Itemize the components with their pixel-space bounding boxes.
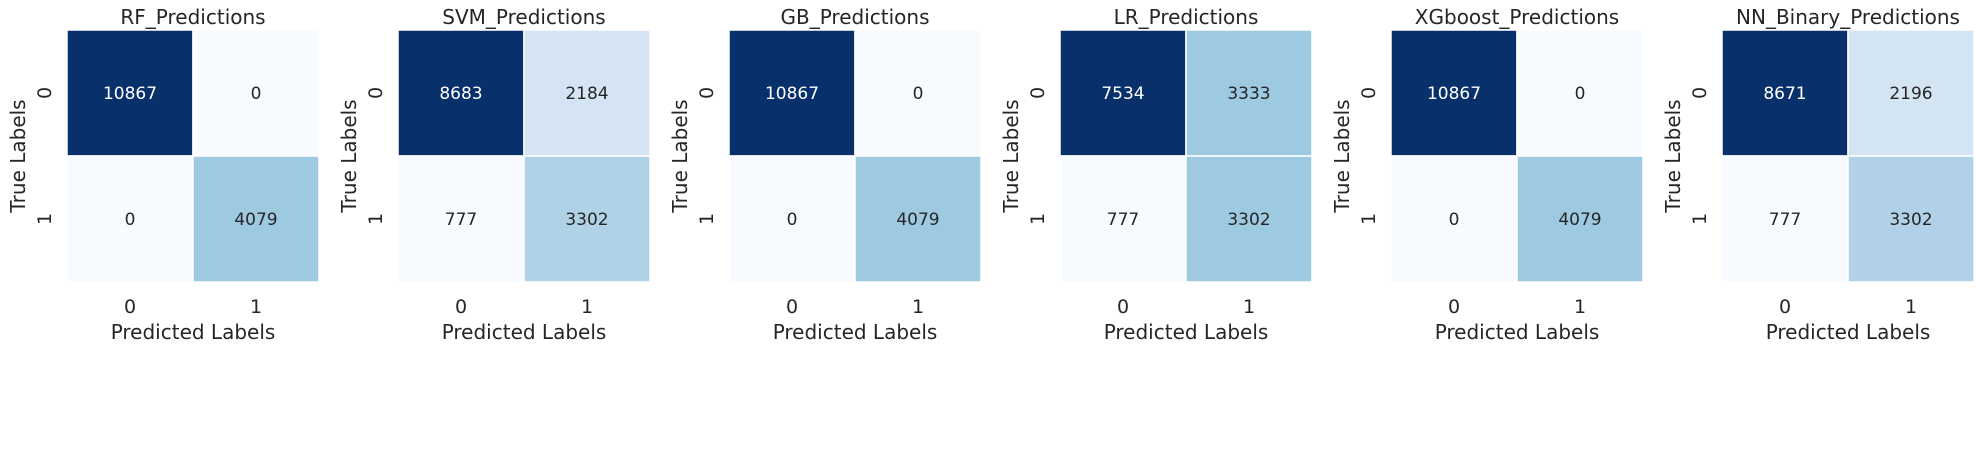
y-tick-label: 0 [696, 87, 718, 99]
heatmap-cell-r1-c1 [523, 155, 651, 283]
heatmap-cell-r1-c0 [397, 155, 525, 283]
heatmap-cell-r1-c1 [1516, 155, 1644, 283]
cell-value-label: 777 [445, 210, 477, 230]
heatmap-cell-r0-c1 [1516, 29, 1644, 157]
heatmap-cell-r0-c1 [192, 29, 320, 157]
cell-value-label: 0 [1575, 84, 1586, 104]
cell-value-label: 10867 [1427, 84, 1481, 104]
x-tick-label: 0 [1117, 296, 1129, 318]
x-axis-label: Predicted Labels [773, 320, 938, 344]
cell-value-label: 0 [251, 84, 262, 104]
x-tick-label: 1 [912, 296, 924, 318]
x-tick-label: 0 [1448, 296, 1460, 318]
cell-value-label: 777 [1769, 210, 1801, 230]
x-axis-label: Predicted Labels [1766, 320, 1931, 344]
cell-value-label: 2196 [1889, 84, 1932, 104]
heatmap-cell-r0-c0 [1059, 29, 1187, 157]
cell-value-label: 0 [913, 84, 924, 104]
x-tick-label: 0 [124, 296, 136, 318]
x-axis-label: Predicted Labels [1104, 320, 1269, 344]
heatmap-cell-r1-c1 [1847, 155, 1975, 283]
heatmap-cell-r0-c1 [523, 29, 651, 157]
cell-value-label: 4079 [896, 210, 939, 230]
cell-value-label: 0 [125, 210, 136, 230]
y-axis-label: True Labels [999, 99, 1023, 213]
panel-title: XGboost_Predictions [1415, 5, 1619, 29]
cell-value-label: 7534 [1101, 84, 1144, 104]
y-axis-label: True Labels [668, 99, 692, 213]
y-tick-label: 1 [1027, 213, 1049, 225]
cell-value-label: 3333 [1227, 84, 1270, 104]
heatmap-cell-r1-c1 [192, 155, 320, 283]
heatmap-cell-r1-c0 [66, 155, 194, 283]
cell-value-label: 0 [787, 210, 798, 230]
heatmap-cell-r0-c1 [1185, 29, 1313, 157]
heatmap-cell-r0-c0 [1721, 29, 1849, 157]
x-axis-label: Predicted Labels [111, 320, 276, 344]
heatmap-cell-r1-c0 [1390, 155, 1518, 283]
x-tick-label: 1 [1574, 296, 1586, 318]
y-tick-label: 1 [1358, 213, 1380, 225]
cell-value-label: 3302 [565, 210, 608, 230]
x-axis-label: Predicted Labels [1435, 320, 1600, 344]
cell-value-label: 3302 [1227, 210, 1270, 230]
heatmap-panel-6: 8671 2196 777 3302 NN_Binary_Predictions 0 1 0 1… [1661, 5, 1975, 344]
panel-title: RF_Predictions [120, 5, 265, 29]
cell-value-label: 10867 [765, 84, 819, 104]
heatmap-cell-r0-c0 [66, 29, 194, 157]
y-tick-label: 0 [365, 87, 387, 99]
heatmap-cell-r0-c1 [1847, 29, 1975, 157]
y-tick-label: 1 [696, 213, 718, 225]
x-axis-label: Predicted Labels [442, 320, 607, 344]
x-tick-label: 1 [1905, 296, 1917, 318]
y-axis-label: True Labels [6, 99, 30, 213]
panel-title: NN_Binary_Predictions [1736, 5, 1960, 29]
panel-title: LR_Predictions [1114, 5, 1259, 29]
cell-value-label: 10867 [103, 84, 157, 104]
heatmap-cell-r0-c1 [854, 29, 982, 157]
panel-title: SVM_Predictions [442, 5, 605, 29]
y-tick-label: 0 [34, 87, 56, 99]
y-tick-label: 0 [1027, 87, 1049, 99]
heatmap-cell-r0-c0 [1390, 29, 1518, 157]
panel-title: GB_Predictions [781, 5, 930, 29]
y-tick-label: 0 [1358, 87, 1380, 99]
x-tick-label: 0 [455, 296, 467, 318]
cell-value-label: 8671 [1763, 84, 1806, 104]
cell-value-label: 4079 [1558, 210, 1601, 230]
x-tick-label: 1 [581, 296, 593, 318]
y-tick-label: 1 [1689, 213, 1711, 225]
y-tick-label: 0 [1689, 87, 1711, 99]
y-axis-label: True Labels [1330, 99, 1354, 213]
x-tick-label: 0 [1779, 296, 1791, 318]
heatmap-cell-r1-c1 [1185, 155, 1313, 283]
y-axis-label: True Labels [1661, 99, 1685, 213]
cell-value-label: 777 [1107, 210, 1139, 230]
cell-value-label: 4079 [234, 210, 277, 230]
cell-value-label: 8683 [439, 84, 482, 104]
cell-value-label: 0 [1449, 210, 1460, 230]
y-axis-label: True Labels [337, 99, 361, 213]
y-tick-label: 1 [34, 213, 56, 225]
cell-value-label: 3302 [1889, 210, 1932, 230]
heatmap-cell-r1-c0 [1721, 155, 1849, 283]
x-tick-label: 1 [1243, 296, 1255, 318]
heatmap-cell-r0-c0 [397, 29, 525, 157]
x-tick-label: 0 [786, 296, 798, 318]
heatmap-cell-r1-c1 [854, 155, 982, 283]
cell-value-label: 2184 [565, 84, 608, 104]
y-tick-label: 1 [365, 213, 387, 225]
x-tick-label: 1 [250, 296, 262, 318]
